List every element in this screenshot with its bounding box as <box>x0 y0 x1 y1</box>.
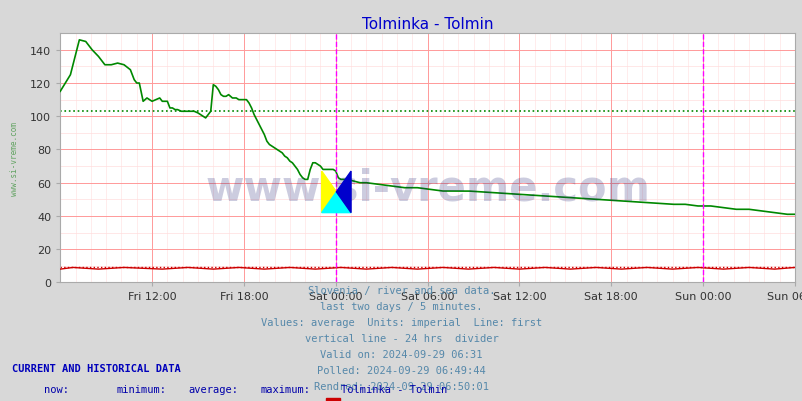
Text: www.si-vreme.com: www.si-vreme.com <box>10 122 19 195</box>
Text: Tolminka - Tolmin: Tolminka - Tolmin <box>341 385 447 395</box>
Polygon shape <box>322 172 336 213</box>
Text: average:: average: <box>188 385 238 395</box>
Polygon shape <box>336 172 350 213</box>
Text: maximum:: maximum: <box>261 385 310 395</box>
Text: minimum:: minimum: <box>116 385 166 395</box>
Text: Slovenia / river and sea data.: Slovenia / river and sea data. <box>307 285 495 295</box>
Text: Values: average  Units: imperial  Line: first: Values: average Units: imperial Line: fi… <box>261 317 541 327</box>
Text: now:: now: <box>44 385 69 395</box>
Text: Polled: 2024-09-29 06:49:44: Polled: 2024-09-29 06:49:44 <box>317 365 485 375</box>
Text: Valid on: 2024-09-29 06:31: Valid on: 2024-09-29 06:31 <box>320 349 482 359</box>
Text: CURRENT AND HISTORICAL DATA: CURRENT AND HISTORICAL DATA <box>12 363 180 373</box>
Text: vertical line - 24 hrs  divider: vertical line - 24 hrs divider <box>304 333 498 343</box>
Polygon shape <box>322 192 350 213</box>
Text: Rendred: 2024-09-29 06:50:01: Rendred: 2024-09-29 06:50:01 <box>314 381 488 391</box>
Text: last two days / 5 minutes.: last two days / 5 minutes. <box>320 301 482 311</box>
Title: Tolminka - Tolmin: Tolminka - Tolmin <box>362 16 492 32</box>
Text: www.si-vreme.com: www.si-vreme.com <box>205 167 650 209</box>
